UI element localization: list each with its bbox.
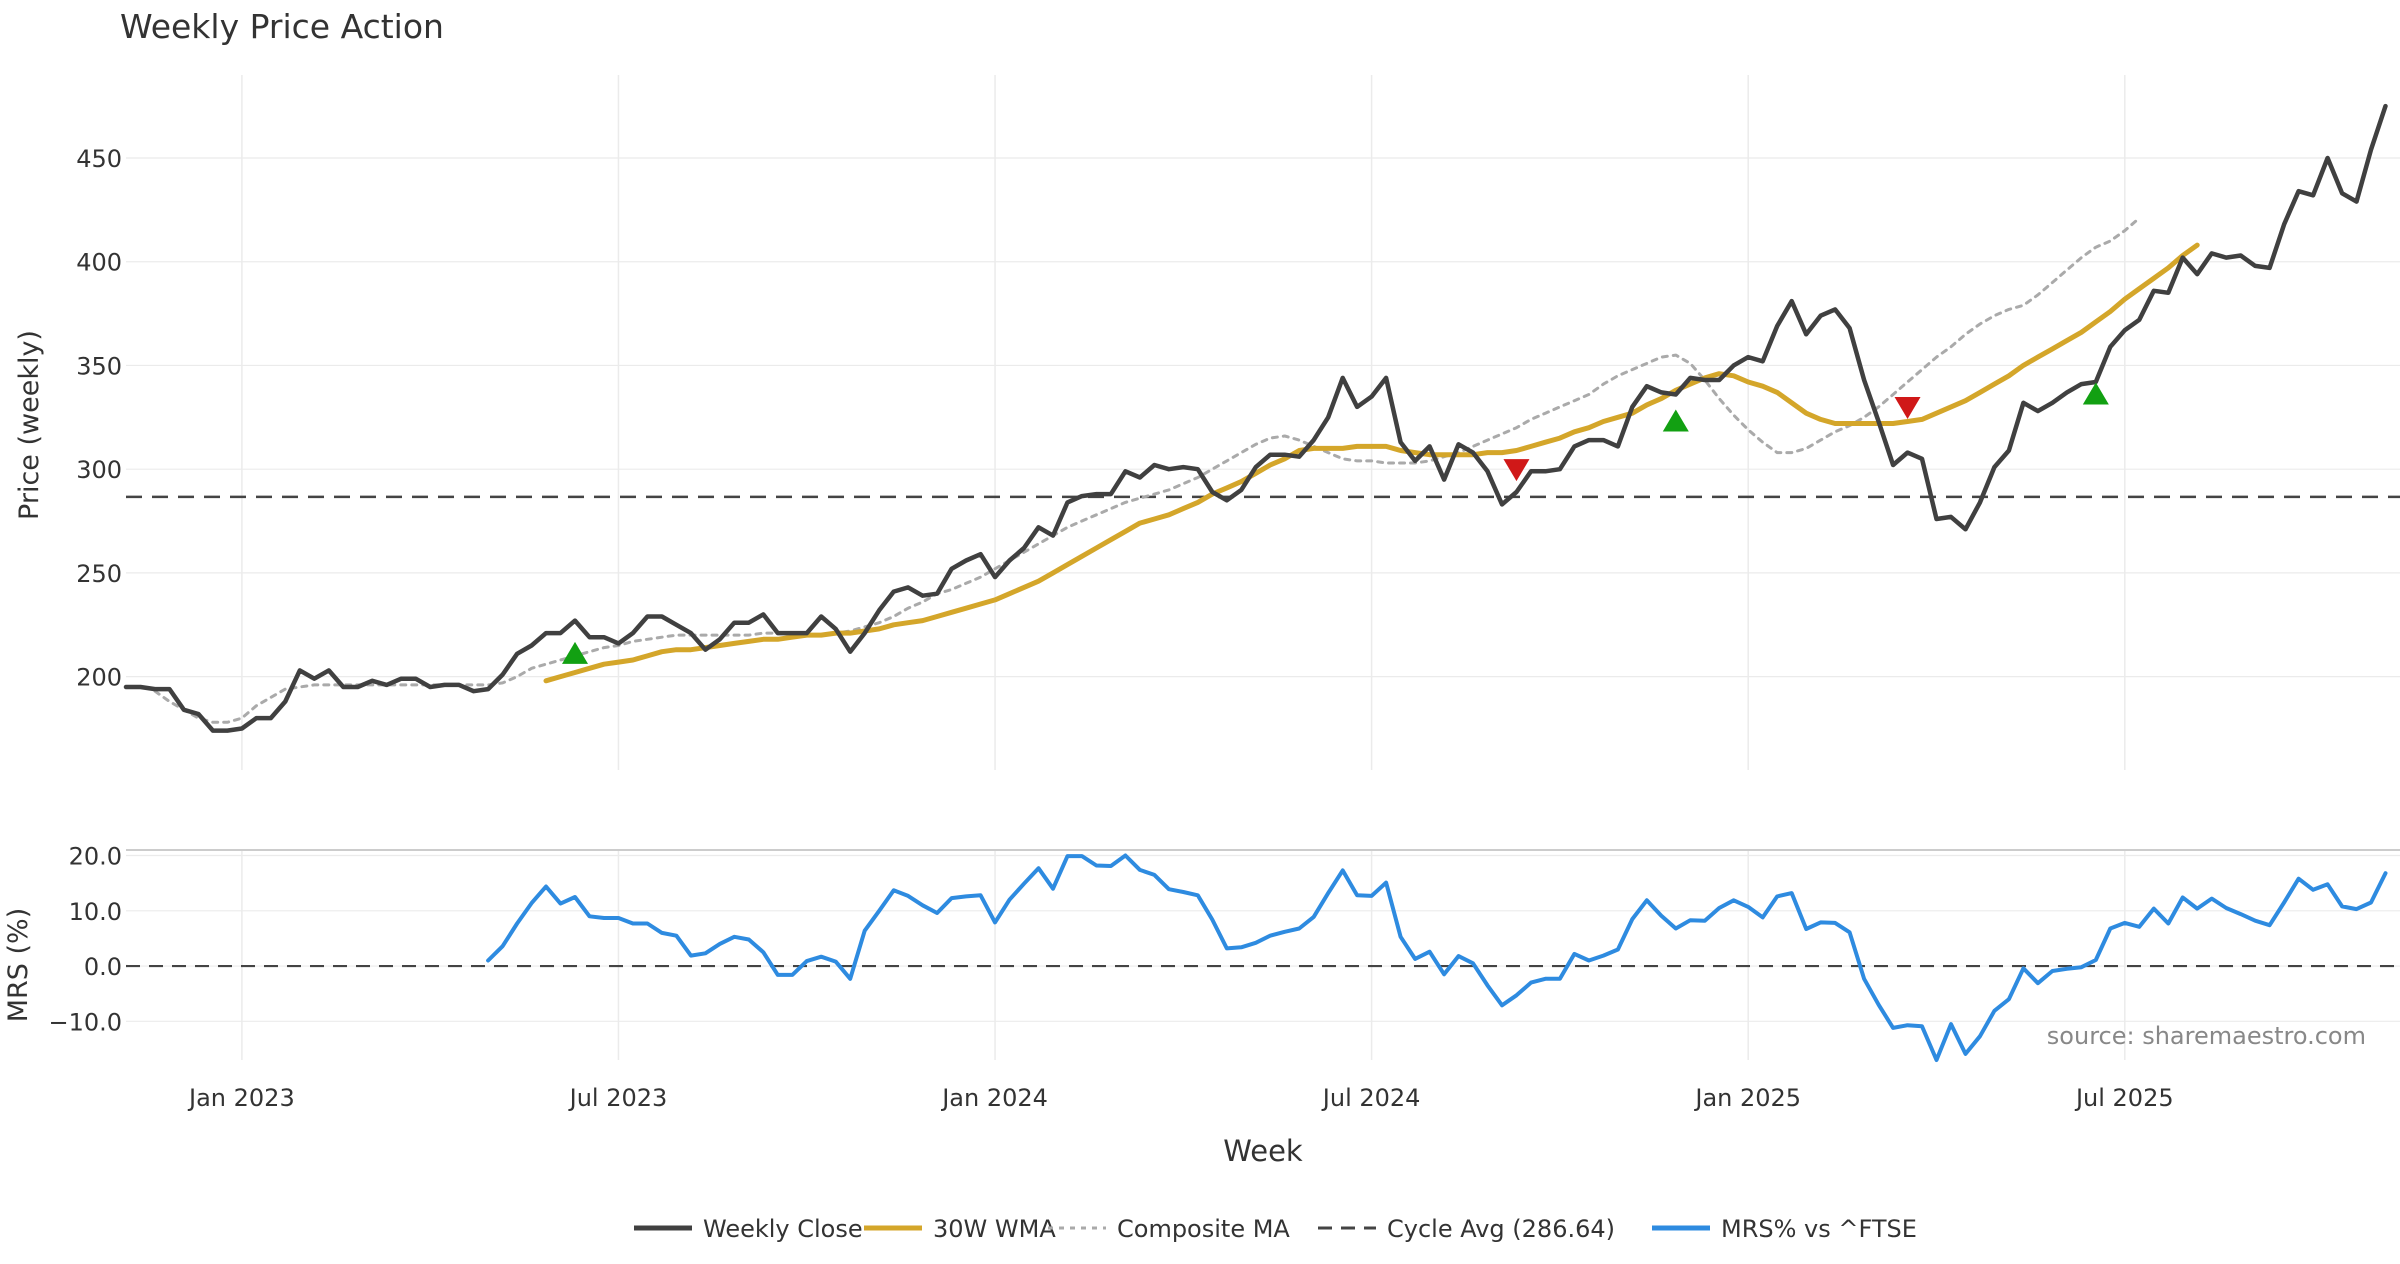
source-annotation: source: sharemaestro.com (2047, 1022, 2366, 1050)
x-tick-label: Jan 2024 (940, 1084, 1048, 1112)
composite-ma-line (153, 216, 2141, 724)
x-tick-label: Jul 2023 (568, 1084, 668, 1112)
legend-label: 30W WMA (933, 1215, 1056, 1243)
price-y-tick-label: 200 (76, 664, 122, 692)
mrs-y-tick-label: 0.0 (84, 953, 122, 981)
mrs-y-tick-label: −10.0 (48, 1008, 122, 1036)
legend-label: Composite MA (1117, 1215, 1290, 1243)
buy-signal-marker (1662, 409, 1689, 432)
buy-signal-marker (562, 641, 589, 664)
legend-item: Weekly Close (634, 1215, 863, 1243)
price-y-tick-label: 400 (76, 249, 122, 277)
x-tick-label: Jan 2023 (187, 1084, 295, 1112)
sell-signal-marker (1894, 396, 1921, 419)
series-layer (123, 103, 2400, 1062)
mrs-y-tick-label: 10.0 (69, 898, 122, 926)
marker-layer (562, 382, 2109, 664)
legend-item: 30W WMA (864, 1215, 1056, 1243)
price-y-tick-label: 300 (76, 456, 122, 484)
x-tick-label: Jul 2024 (1321, 1084, 1421, 1112)
legend-item: Cycle Avg (286.64) (1318, 1215, 1615, 1243)
mrs-axis-label: MRS (%) (3, 908, 34, 1023)
x-axis-label: Week (1223, 1134, 1303, 1168)
legend-label: MRS% vs ^FTSE (1721, 1215, 1917, 1243)
legend-item: MRS% vs ^FTSE (1652, 1215, 1917, 1243)
price-y-tick-label: 450 (76, 145, 122, 173)
legend-label: Weekly Close (703, 1215, 863, 1243)
price-axis-label: Price (weekly) (14, 330, 45, 520)
price-y-tick-label: 350 (76, 352, 122, 380)
grid-layer (126, 75, 2400, 1060)
weekly-close-line (123, 103, 2388, 733)
x-tick-label: Jul 2025 (2074, 1084, 2174, 1112)
buy-signal-marker (2082, 382, 2109, 405)
axis-layer: Jan 2023 Jul 2023 Jan 2024 Jul 2024 Jan 2025… (48, 145, 2173, 1112)
sell-signal-marker (1503, 459, 1530, 482)
chart-title: Weekly Price Action (120, 7, 444, 46)
legend-layer: Weekly Close 30W WMA Composite MA Cycle Avg… (634, 1215, 1917, 1243)
x-tick-label: Jan 2025 (1693, 1084, 1801, 1112)
legend-item: Composite MA (1048, 1215, 1290, 1243)
mrs-y-tick-label: 20.0 (69, 843, 122, 871)
wma-30w-line (543, 242, 2200, 684)
legend-label: Cycle Avg (286.64) (1387, 1215, 1615, 1243)
mrs-line (486, 853, 2388, 1062)
price-y-tick-label: 250 (76, 560, 122, 588)
